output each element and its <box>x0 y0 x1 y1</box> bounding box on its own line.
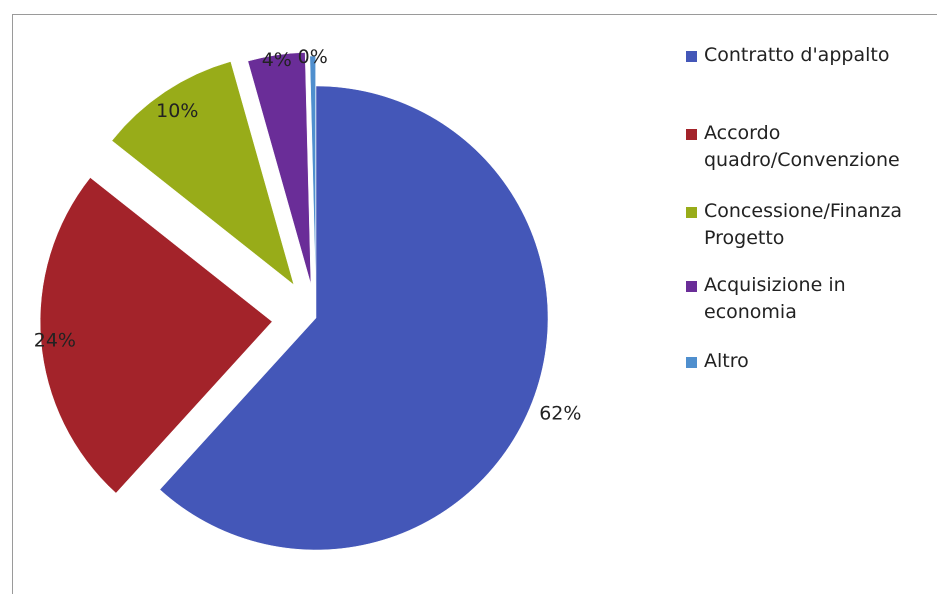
pie-data-label-4: 0% <box>298 46 328 68</box>
legend-swatch-concessione <box>686 207 697 218</box>
legend-label-contratto: Contratto d'appalto <box>704 44 890 66</box>
legend-label-altro: Altro <box>704 350 749 372</box>
legend-swatch-acquisizione <box>686 281 697 292</box>
legend-item-concessione: Concessione/Finanza Progetto <box>686 198 902 252</box>
pie-data-label-0: 62% <box>539 403 581 425</box>
legend-item-contratto: Contratto d'appalto <box>686 42 889 69</box>
legend-item-accordo: Accordo quadro/Convenzione <box>686 120 900 174</box>
pie-slice-3 <box>247 52 312 285</box>
legend-swatch-contratto <box>686 51 697 62</box>
pie-slice-0 <box>159 85 549 551</box>
chart-frame <box>12 14 937 594</box>
legend-swatch-altro <box>686 357 697 368</box>
pie-slice-4 <box>309 55 316 289</box>
pie-data-label-2: 10% <box>156 100 198 122</box>
pie-data-label-1: 24% <box>34 329 76 351</box>
pie-data-label-3: 4% <box>262 49 292 71</box>
pie-slice-1 <box>39 177 273 494</box>
pie-slice-2 <box>111 61 295 286</box>
legend-item-altro: Altro <box>686 348 749 375</box>
legend-item-acquisizione: Acquisizione in economia <box>686 272 846 326</box>
legend-swatch-accordo <box>686 129 697 140</box>
legend-label-acquisizione: Acquisizione in economia <box>704 274 846 323</box>
legend-label-concessione: Concessione/Finanza Progetto <box>704 200 903 249</box>
legend-label-accordo: Accordo quadro/Convenzione <box>704 122 900 171</box>
